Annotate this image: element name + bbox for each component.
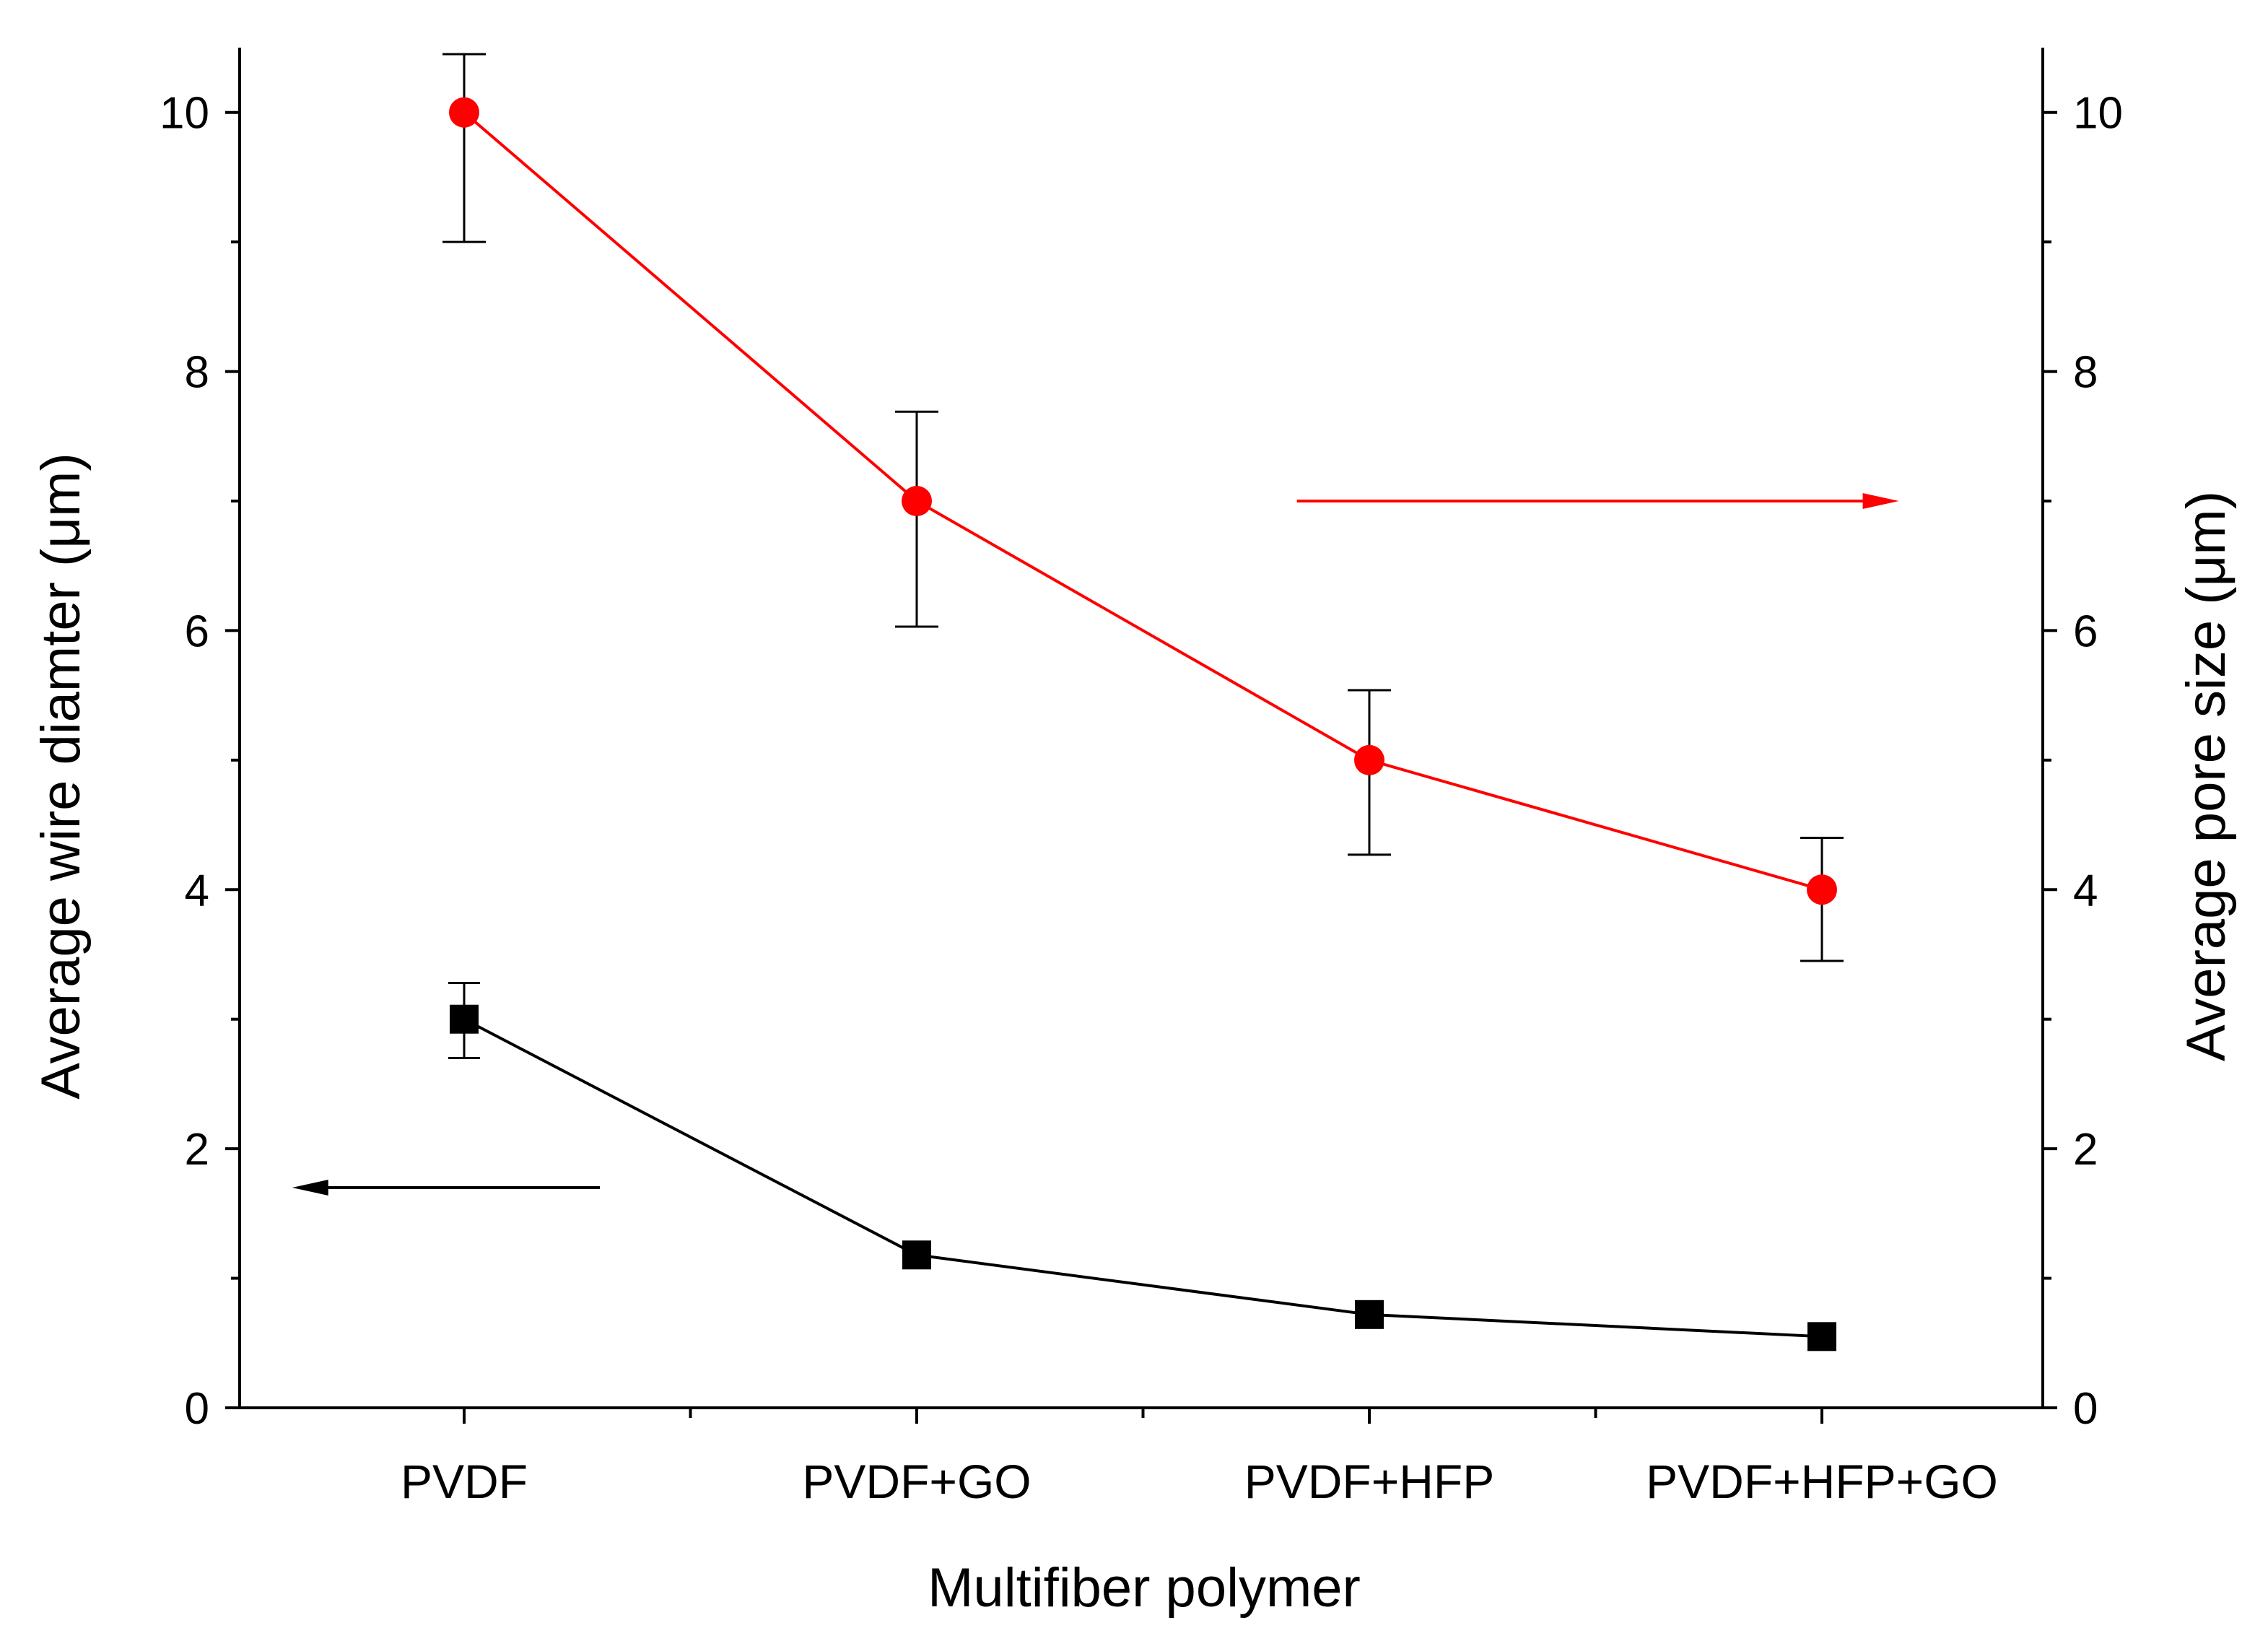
y-left-tick-label: 4 (185, 866, 209, 915)
y-axis-title-left: Average wire diamter (μm) (30, 453, 92, 1100)
y-right-tick-label: 8 (2073, 348, 2098, 398)
axis-ticks (225, 110, 2057, 1424)
data-point-square (1355, 1300, 1384, 1329)
y-left-tick-label: 10 (160, 89, 209, 139)
x-category-label: PVDF+HFP (1244, 1455, 1495, 1508)
arrow-to-left-axis (292, 1179, 601, 1196)
data-point-circle (1807, 874, 1837, 905)
tick-labels: 0 2 4 6 8 10 0 2 4 6 8 10 PVDF PVDF+GO PVDF+HFP PVDF+HF… (160, 89, 2123, 1508)
y-right-tick-label: 6 (2073, 606, 2098, 656)
arrow-head (1862, 493, 1899, 509)
y-right-tick-label: 10 (2073, 89, 2123, 139)
y-left-tick-label: 2 (185, 1125, 209, 1175)
y-right-tick-label: 4 (2073, 866, 2098, 915)
arrow-head (292, 1179, 328, 1196)
x-category-label: PVDF+HFP+GO (1646, 1455, 1998, 1508)
x-axis-title: Multifiber polymer (928, 1557, 1361, 1619)
y-left-tick-label: 6 (185, 606, 209, 656)
data-point-circle (449, 97, 479, 128)
series-line (463, 111, 1823, 892)
y-right-tick-label: 0 (2073, 1384, 2098, 1434)
series-wire-diameter (448, 981, 1836, 1351)
data-point-square (902, 1240, 931, 1270)
x-category-label: PVDF (401, 1455, 528, 1508)
data-point-square (1807, 1322, 1836, 1351)
series-line (463, 1017, 1823, 1339)
y-left-tick-label: 8 (185, 348, 209, 398)
y-left-tick-label: 0 (185, 1384, 209, 1434)
data-point-circle (1354, 744, 1384, 775)
x-category-label: PVDF+GO (802, 1455, 1031, 1508)
annotations (292, 493, 1899, 1196)
y-right-tick-label: 2 (2073, 1125, 2098, 1175)
arrow-to-right-axis (1296, 493, 1899, 509)
series-pore-size (442, 53, 1844, 962)
y-axis-title-right: Average pore size (μm) (2176, 491, 2237, 1061)
data-point-circle (902, 486, 932, 516)
data-point-square (450, 1004, 479, 1034)
series-layer (442, 53, 1844, 1351)
plot-frame (238, 48, 2044, 1409)
